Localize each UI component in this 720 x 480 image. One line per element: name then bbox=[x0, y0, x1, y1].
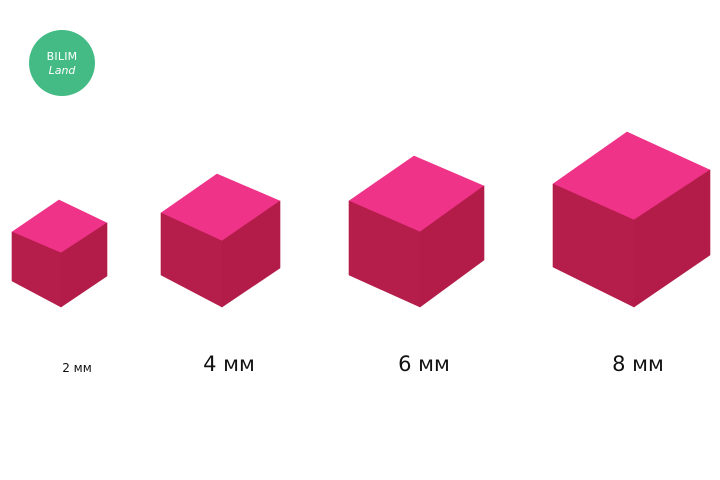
cube-8mm-side-face bbox=[633, 169, 711, 308]
size-label-6mm: 6 мм bbox=[398, 352, 450, 376]
size-label-2mm: 2 мм bbox=[62, 361, 92, 375]
cube-4mm-side-face bbox=[221, 200, 281, 308]
cube-2mm-side-face bbox=[60, 222, 108, 308]
bilimland-logo[interactable]: BILIM Land bbox=[29, 30, 95, 96]
size-label-8mm: 8 мм bbox=[612, 352, 664, 376]
logo-text-line2: Land bbox=[48, 64, 76, 77]
cube-8mm bbox=[552, 131, 711, 308]
cube-2mm bbox=[11, 199, 108, 308]
logo-text-line1: BILIM bbox=[46, 50, 78, 63]
cube-6mm bbox=[348, 155, 485, 308]
cube-6mm-side-face bbox=[419, 185, 485, 308]
size-label-4mm: 4 мм bbox=[203, 352, 255, 376]
cube-4mm bbox=[160, 173, 281, 308]
